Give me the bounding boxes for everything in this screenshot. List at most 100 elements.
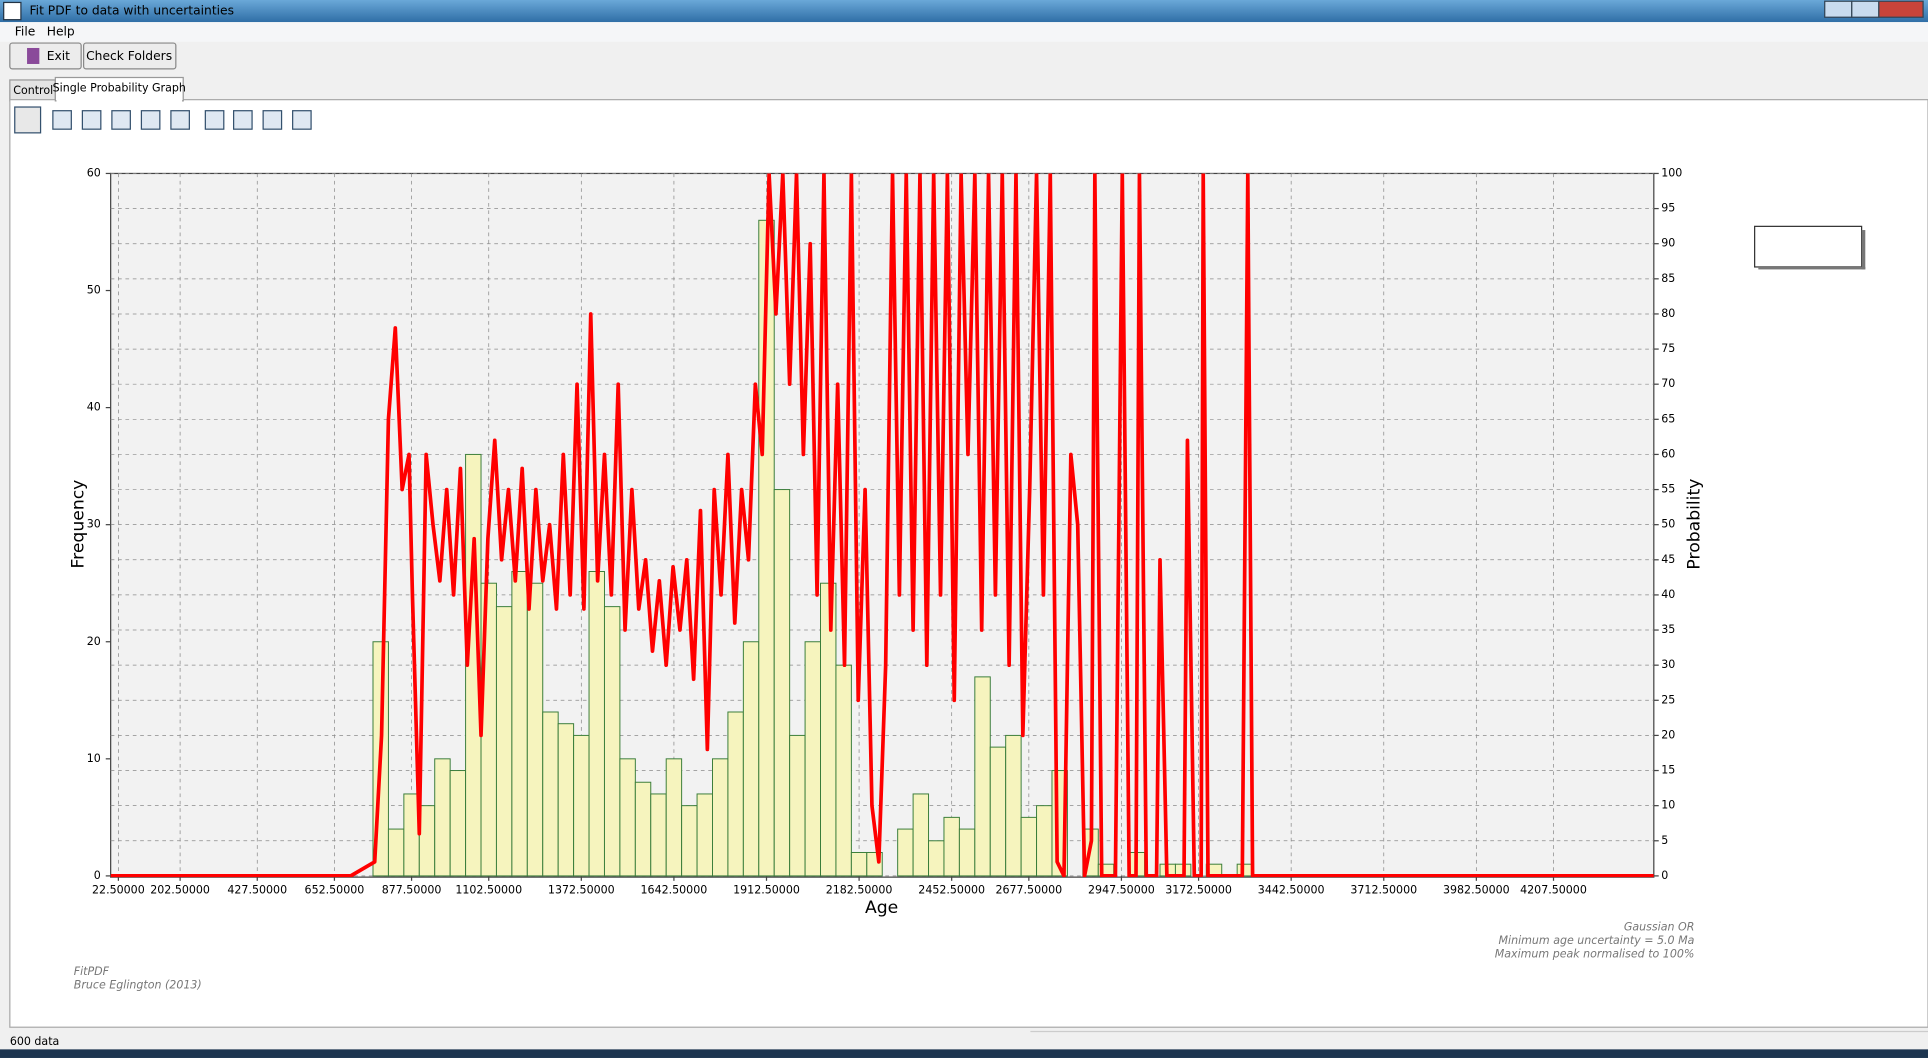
x-tick-label: 1372.50000 — [548, 884, 615, 897]
pdf-line — [110, 173, 1654, 878]
histogram-bar — [958, 828, 976, 877]
y-tick-label: 40 — [87, 401, 101, 414]
y2-tick-label: 0 — [1661, 869, 1668, 882]
tool-zoom-fit[interactable] — [140, 110, 161, 130]
x-axis-label: Age — [865, 898, 898, 918]
histogram-bar — [696, 793, 713, 877]
histogram-bar — [835, 664, 852, 877]
window-title: Fit PDF to data with uncertainties — [30, 4, 234, 18]
histogram-bar — [434, 758, 451, 877]
minimize-button[interactable] — [1824, 0, 1853, 18]
histogram-bar — [1036, 805, 1053, 877]
y2-tick-label: 15 — [1661, 764, 1675, 777]
y2-tick-label: 95 — [1661, 202, 1675, 215]
taskbar — [0, 1049, 1928, 1058]
histogram-bar — [634, 781, 652, 877]
y-tick-label: 30 — [87, 518, 101, 531]
histogram-bar — [742, 641, 760, 877]
histogram-bar — [542, 711, 559, 877]
exit-button[interactable] — [9, 42, 82, 70]
legend — [1754, 225, 1863, 268]
x-tick-label: 3442.50000 — [1258, 884, 1325, 897]
tool-pan[interactable] — [81, 110, 102, 130]
status-sep — [1030, 1030, 1928, 1033]
x-tick-label: 877.50000 — [382, 884, 442, 897]
histogram-bar — [495, 606, 513, 877]
tab-graph-label: Single Probability Graph — [53, 82, 186, 95]
histogram-bar — [727, 711, 744, 877]
histogram-bar — [603, 606, 621, 877]
y2-tick-label: 60 — [1661, 447, 1675, 460]
histogram-bar — [789, 734, 806, 877]
tab-join — [56, 98, 182, 103]
tool-save[interactable] — [292, 110, 312, 130]
y-tick-label: 20 — [87, 635, 101, 648]
x-tick-label: 652.50000 — [305, 884, 365, 897]
x-tick-label: 4207.50000 — [1520, 884, 1587, 897]
x-tick-label: 22.50000 — [92, 884, 145, 897]
tool-undo[interactable] — [52, 110, 72, 130]
check-folders-button[interactable] — [82, 42, 177, 70]
annotation: Maximum peak normalised to 100% — [1495, 948, 1695, 961]
y2-tick-label: 10 — [1661, 799, 1675, 812]
histogram-bar — [711, 758, 729, 877]
y-tick-label: 50 — [87, 284, 101, 297]
footer-text: FitPDF — [74, 965, 110, 978]
annotation: Minimum age uncertainty = 5.0 Ma — [1499, 934, 1695, 947]
plot-layer — [110, 173, 1654, 878]
y2-tick-label: 20 — [1661, 728, 1675, 741]
histogram-bar — [850, 851, 868, 877]
x-tick-label: 2677.50000 — [995, 884, 1062, 897]
maximize-button[interactable] — [1851, 0, 1880, 18]
status-text: 600 data — [10, 1035, 59, 1048]
tool-zoom-area[interactable] — [170, 110, 190, 130]
annotation: Gaussian OR — [1624, 921, 1695, 934]
legend-shadow — [1861, 230, 1866, 270]
y2-tick-label: 35 — [1661, 623, 1675, 636]
y2-tick-label: 65 — [1661, 412, 1675, 425]
close-button[interactable] — [1878, 0, 1924, 18]
x-tick-label: 3712.50000 — [1350, 884, 1417, 897]
x-tick-label: 2452.50000 — [918, 884, 985, 897]
exit-label: Exit — [47, 49, 70, 63]
histogram-bar — [974, 676, 991, 877]
tab-control-label: Control — [13, 84, 53, 97]
histogram-bar — [588, 571, 605, 877]
tool-copy[interactable] — [262, 110, 283, 130]
graph-toolbar — [14, 106, 312, 134]
y-tick-label: 10 — [87, 752, 101, 765]
y2-tick-label: 45 — [1661, 553, 1675, 566]
y-tick-label: 60 — [87, 166, 101, 179]
histogram-bar — [387, 828, 405, 877]
tool-select[interactable] — [14, 106, 42, 134]
histogram-bar — [928, 840, 945, 877]
y2-tick-label: 90 — [1661, 237, 1675, 250]
histogram-bar — [511, 571, 528, 877]
tool-settings[interactable] — [204, 110, 225, 130]
tool-print[interactable] — [233, 110, 253, 130]
histogram-bar — [619, 758, 636, 877]
y2-tick-label: 25 — [1661, 693, 1675, 706]
x-tick-label: 1102.50000 — [455, 884, 522, 897]
x-tick-label: 202.50000 — [150, 884, 210, 897]
histogram-bar — [820, 582, 837, 877]
x-tick-label: 427.50000 — [227, 884, 287, 897]
x-tick-label: 3982.50000 — [1443, 884, 1510, 897]
y2-tick-label: 75 — [1661, 342, 1675, 355]
histogram-bar — [989, 746, 1007, 877]
histogram-bar — [1005, 734, 1022, 877]
app-icon — [3, 1, 22, 21]
histogram-bar — [650, 793, 667, 877]
y2-tick-label: 55 — [1661, 483, 1675, 496]
menu-help[interactable]: Help — [47, 24, 75, 38]
histogram-bar — [681, 805, 698, 877]
x-tick-label: 2947.50000 — [1088, 884, 1155, 897]
tool-zoom[interactable] — [111, 110, 131, 130]
histogram-bar — [449, 770, 467, 877]
check-folders-label: Check Folders — [86, 49, 172, 63]
menu-file[interactable]: File — [15, 24, 36, 38]
histogram-bar — [573, 734, 590, 877]
histogram-bar — [418, 805, 436, 877]
x-tick-label: 1912.50000 — [733, 884, 800, 897]
